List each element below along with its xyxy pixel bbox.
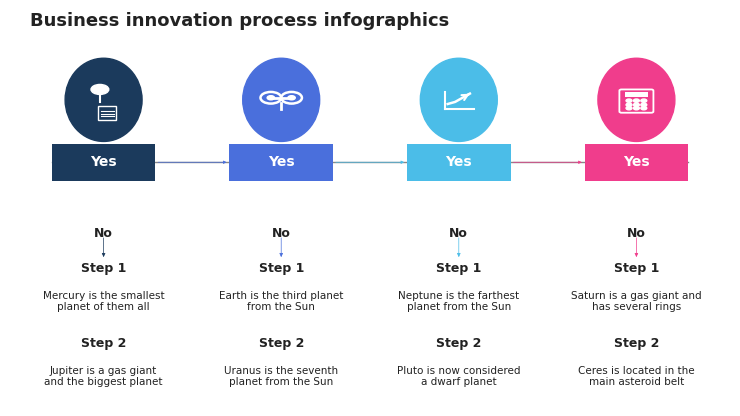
Text: Mercury is the smallest
planet of them all: Mercury is the smallest planet of them a… [43, 291, 164, 312]
Ellipse shape [243, 58, 320, 141]
Text: Yes: Yes [268, 155, 295, 169]
Text: Step 2: Step 2 [613, 337, 659, 350]
Text: Yes: Yes [445, 155, 472, 169]
Circle shape [288, 96, 295, 100]
Circle shape [633, 103, 639, 106]
Text: No: No [272, 227, 291, 240]
Text: No: No [627, 227, 646, 240]
Text: Step 2: Step 2 [81, 337, 127, 350]
Circle shape [633, 99, 639, 102]
Text: Ceres is located in the
main asteroid belt: Ceres is located in the main asteroid be… [578, 366, 695, 387]
Text: Step 2: Step 2 [436, 337, 482, 350]
Circle shape [641, 99, 647, 102]
Text: Jupiter is a gas giant
and the biggest planet: Jupiter is a gas giant and the biggest p… [44, 366, 163, 387]
Text: Neptune is the farthest
planet from the Sun: Neptune is the farthest planet from the … [398, 291, 519, 312]
Text: Yes: Yes [90, 155, 117, 169]
FancyBboxPatch shape [52, 144, 155, 181]
Text: No: No [94, 227, 113, 240]
Text: No: No [449, 227, 468, 240]
Text: Step 1: Step 1 [613, 262, 659, 275]
Circle shape [626, 103, 632, 106]
Circle shape [626, 106, 632, 110]
Ellipse shape [420, 58, 497, 141]
Ellipse shape [598, 58, 675, 141]
Ellipse shape [65, 58, 142, 141]
Circle shape [641, 103, 647, 106]
Text: Pluto is now considered
a dwarf planet: Pluto is now considered a dwarf planet [397, 366, 520, 387]
Text: Step 1: Step 1 [258, 262, 304, 275]
Text: Step 1: Step 1 [81, 262, 127, 275]
Text: Saturn is a gas giant and
has several rings: Saturn is a gas giant and has several ri… [571, 291, 702, 312]
Circle shape [267, 96, 275, 100]
FancyBboxPatch shape [229, 144, 333, 181]
Circle shape [91, 84, 109, 94]
Text: Yes: Yes [623, 155, 650, 169]
Circle shape [633, 106, 639, 110]
FancyBboxPatch shape [625, 92, 648, 97]
FancyBboxPatch shape [407, 144, 511, 181]
Text: Uranus is the seventh
planet from the Sun: Uranus is the seventh planet from the Su… [224, 366, 338, 387]
Text: Earth is the third planet
from the Sun: Earth is the third planet from the Sun [219, 291, 343, 312]
Text: Step 2: Step 2 [258, 337, 304, 350]
Text: Step 1: Step 1 [436, 262, 482, 275]
Text: Business innovation process infographics: Business innovation process infographics [30, 12, 449, 30]
Circle shape [641, 106, 647, 110]
FancyBboxPatch shape [585, 144, 688, 181]
Circle shape [626, 99, 632, 102]
